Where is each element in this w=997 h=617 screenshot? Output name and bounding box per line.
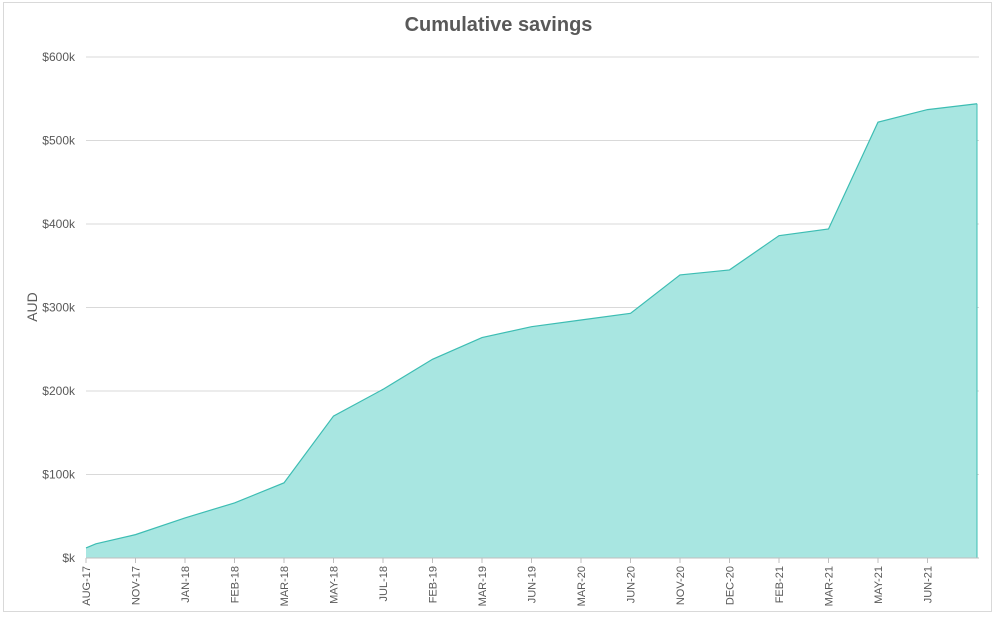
x-tick-label: FEB-21 [774,566,786,603]
x-tick-label: NOV-20 [675,566,687,605]
x-tick-label: MAY-21 [873,566,885,604]
x-tick-label: DEC-20 [725,566,737,605]
x-tick-label: FEB-18 [230,566,242,603]
y-axis-ticks: $k $100k $200k $300k $400k $500k $600k [42,50,76,565]
x-tick-label: JUL-18 [378,566,390,601]
area-fill [86,103,977,558]
x-tick-label: MAR-18 [279,566,291,606]
x-tick-label: JUN-19 [527,566,539,603]
chart-title: Cumulative savings [404,14,593,36]
y-tick-label: $300k [42,301,76,315]
area-series [85,103,979,559]
x-tick-label: MAR-20 [576,566,588,606]
x-tick-label: AUG-17 [81,566,93,606]
x-axis-ticks: AUG-17 NOV-17 JAN-18 FEB-18 MAR-18 MAY-18 JUL-… [81,558,935,606]
x-tick-label: JAN-18 [180,566,192,603]
x-tick-label: NOV-17 [131,566,143,605]
y-axis-label: AUD [24,292,40,322]
x-tick-label: JUN-21 [923,566,935,603]
y-tick-label: $400k [42,217,76,231]
y-tick-label: $500k [42,134,76,148]
y-tick-label: $600k [42,50,76,64]
x-tick-label: MAR-21 [824,566,836,606]
series-line [85,103,978,549]
y-tick-label: $200k [42,384,76,398]
y-tick-label: $k [62,551,76,565]
y-tick-label: $100k [42,468,76,482]
x-tick-label: MAR-19 [477,566,489,606]
x-tick-label: MAY-18 [329,566,341,604]
x-tick-label: FEB-19 [428,566,440,603]
x-tick-label: JUN-20 [626,566,638,603]
